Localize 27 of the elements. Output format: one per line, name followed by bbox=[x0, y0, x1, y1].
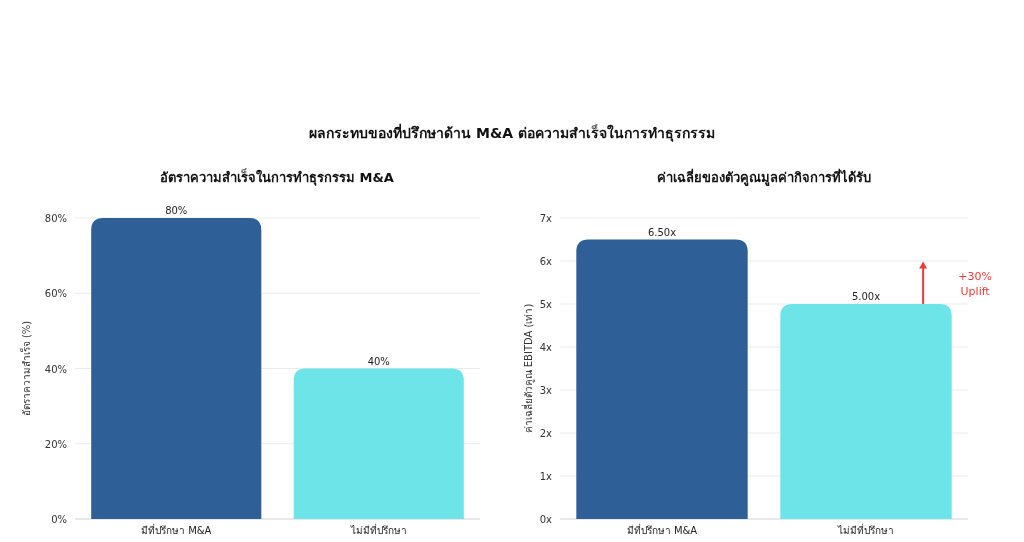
x-tick-label: ไม่มีที่ปรึกษา bbox=[349, 523, 407, 536]
x-tick-label: ไม่มีที่ปรึกษา bbox=[837, 523, 894, 536]
y-tick-label: 2x bbox=[539, 428, 553, 439]
y-tick-label: 0% bbox=[51, 514, 67, 525]
y-tick-label: 60% bbox=[44, 288, 67, 300]
y-tick-label: 7x bbox=[539, 213, 553, 224]
y-tick-label: 6x bbox=[539, 256, 553, 267]
y-axis-title: อัตราความสำเร็จ (%) bbox=[19, 320, 32, 417]
annotation: +30% Uplift bbox=[958, 269, 992, 298]
y-tick-label: 40% bbox=[44, 363, 67, 375]
y-axis-title: ค่าเฉลี่ยตัวคูณ EBITDA (เท่า) bbox=[521, 303, 535, 434]
text: ผลกระทบของที่ปรึกษาด้าน M&A ต่อความสำเร็จในการทำธุรกรรม bbox=[309, 123, 715, 142]
y-tick-label: 1x bbox=[539, 471, 553, 482]
data-label: 40% bbox=[367, 355, 390, 367]
y-tick-label: 80% bbox=[44, 213, 67, 224]
data-label: 80% bbox=[165, 205, 188, 216]
x-tick-label: มีที่ปรึกษา M&A bbox=[141, 523, 212, 536]
y-tick-label: 4x bbox=[539, 342, 553, 353]
chart-title: อัตราความสำเร็จในการทำธุรกรรม M&A bbox=[160, 168, 394, 186]
y-tick-label: 5x bbox=[539, 299, 553, 310]
data-label: 6.50x bbox=[647, 226, 677, 238]
x-tick-label: มีที่ปรึกษา M&A bbox=[626, 523, 698, 536]
y-tick-label: 3x bbox=[539, 385, 553, 396]
y-tick-label: 0x bbox=[539, 514, 553, 525]
data-label: 5.00x bbox=[851, 291, 881, 302]
chart-title: ค่าเฉลี่ยของตัวคูณมูลค่ากิจการที่ได้รับ bbox=[657, 168, 871, 186]
y-tick-label: 20% bbox=[44, 438, 67, 450]
